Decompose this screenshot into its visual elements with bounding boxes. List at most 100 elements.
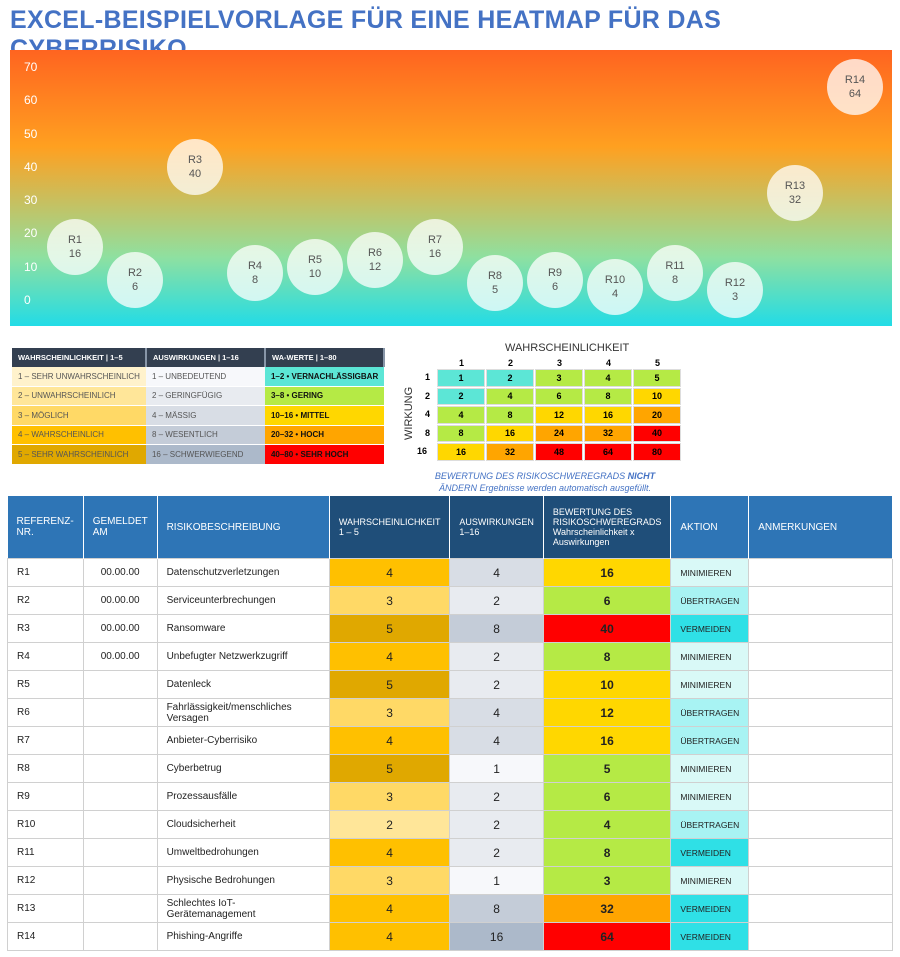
notes-cell[interactable] [748, 810, 893, 839]
action-cell: ÜBERTRAGEN [670, 726, 750, 755]
notes-cell[interactable] [748, 754, 893, 783]
notes-cell[interactable] [748, 670, 893, 699]
matrix-col-header: 4 [605, 358, 611, 368]
notes-cell[interactable] [748, 894, 893, 923]
bubble-r12[interactable]: R12 3 [707, 262, 763, 318]
score-cell: 4 [542, 810, 672, 839]
bubble-r4[interactable]: R4 8 [227, 245, 283, 302]
legend-row: 1 – SEHR UNWAHRSCHEINLICH 1 – UNBEDEUTEND… [12, 367, 385, 387]
table-row: R3 00.00.00 Ransomware 5 8 40 VERMEIDEN [7, 614, 893, 643]
reference-cell: R13 [7, 894, 84, 923]
notes-cell[interactable] [748, 558, 893, 587]
bubble-value: 32 [788, 194, 802, 207]
bubble-value: 8 [251, 274, 259, 287]
table-row: R12 Physische Bedrohungen 3 1 3 MINIMIEREN [7, 866, 893, 895]
notes-cell[interactable] [748, 698, 893, 727]
notes-cell[interactable] [748, 642, 893, 671]
y-tick-label: 10 [24, 259, 38, 274]
legend-row: 5 – SEHR WAHRSCHEINLICH 16 – SCHWERWIEGEN… [12, 444, 385, 465]
table-row: R6 Fahrlässigkeit/menschliches Versagen 3 4… [7, 698, 893, 727]
matrix-cell: 4 [437, 406, 485, 424]
date-cell: 00.00.00 [82, 558, 158, 587]
legend-header: WA-WERTE | 1–80 [264, 348, 386, 367]
date-cell [82, 698, 158, 727]
legend-header: WAHRSCHEINLICHKEIT | 1–5 [12, 348, 147, 367]
notes-cell[interactable] [748, 726, 893, 755]
legend-cell: 5 – SEHR WAHRSCHEINLICH [12, 444, 146, 465]
notes-cell[interactable] [748, 614, 893, 643]
legend-cell: 3–8 • GERING [264, 386, 385, 406]
impact-cell: 4 [449, 698, 544, 727]
description-cell: Fahrlässigkeit/menschliches Versagen [156, 698, 330, 727]
bubble-label: R5 [307, 253, 323, 266]
score-cell: 10 [542, 670, 672, 699]
matrix-cell: 5 [633, 369, 681, 387]
date-cell [82, 782, 158, 811]
bubble-r11[interactable]: R11 8 [647, 245, 703, 302]
matrix-row-header: 1 [425, 372, 431, 382]
description-cell: Datenleck [156, 670, 330, 699]
bubble-value: 16 [68, 247, 82, 260]
notes-cell[interactable] [748, 922, 893, 951]
likelihood-cell: 3 [328, 866, 451, 895]
bubble-label: R3 [187, 153, 203, 166]
bubble-label: R13 [784, 180, 806, 193]
legend-cell: 1–2 • VERNACHLÄSSIGBAR [264, 367, 385, 387]
table-header: AKTION [670, 496, 750, 559]
matrix-cell: 16 [486, 424, 534, 442]
bubble-r3[interactable]: R3 40 [167, 138, 223, 195]
reference-cell: R7 [7, 726, 84, 755]
notes-cell[interactable] [748, 586, 893, 615]
matrix-cell: 20 [633, 406, 681, 424]
matrix-col-header: 2 [507, 358, 513, 368]
score-cell: 8 [542, 642, 672, 671]
matrix-col-header: 5 [654, 358, 660, 368]
reference-cell: R3 [7, 614, 84, 643]
bubble-label: R2 [127, 267, 143, 280]
notes-cell[interactable] [748, 782, 893, 811]
legend-header: AUSWIRKUNGEN | 1–16 [145, 348, 266, 367]
bubble-r13[interactable]: R13 32 [767, 165, 823, 222]
date-cell: 00.00.00 [82, 642, 158, 671]
bubble-r8[interactable]: R8 5 [467, 255, 523, 312]
notes-cell[interactable] [748, 866, 893, 895]
notes-cell[interactable] [748, 838, 893, 867]
action-cell: MINIMIEREN [670, 754, 750, 783]
bubble-r7[interactable]: R7 16 [407, 218, 463, 275]
bubble-label: R10 [604, 273, 626, 286]
matrix-row-header: 8 [425, 427, 431, 438]
bubble-value: 40 [188, 167, 202, 180]
bubble-value: 64 [848, 87, 862, 100]
matrix-cell: 64 [584, 443, 632, 461]
table-row: R5 Datenleck 5 2 10 MINIMIEREN [7, 670, 893, 699]
date-cell [82, 866, 158, 895]
bubble-r10[interactable]: R10 4 [587, 258, 643, 315]
date-cell: 00.00.00 [82, 586, 158, 615]
bubble-value: 6 [551, 281, 559, 294]
matrix-row-header: 16 [417, 446, 428, 456]
impact-cell: 1 [449, 866, 544, 895]
matrix-cell: 2 [486, 369, 534, 387]
bubble-r9[interactable]: R9 6 [527, 252, 583, 309]
matrix-cell: 8 [437, 424, 485, 442]
bubble-r6[interactable]: R6 12 [347, 232, 403, 289]
description-cell: Phishing-Angriffe [156, 922, 330, 951]
bubble-r1[interactable]: R1 16 [47, 218, 103, 275]
likelihood-cell: 4 [328, 558, 451, 587]
action-cell: VERMEIDEN [670, 614, 750, 643]
description-cell: Schlechtes IoT-Gerätemanagement [156, 894, 330, 923]
bubble-r5[interactable]: R5 10 [287, 238, 343, 295]
date-cell [82, 670, 158, 699]
legend-row: 3 – MÖGLICH 4 – MÄSSIG 10–16 • MITTEL [12, 405, 385, 426]
y-tick-label: 0 [24, 293, 31, 307]
table-row: R11 Umweltbedrohungen 4 2 8 VERMEIDEN [7, 838, 893, 867]
matrix-cell: 6 [535, 387, 583, 405]
bubble-value: 12 [368, 261, 382, 274]
y-tick-label: 30 [24, 193, 38, 208]
y-tick-label: 70 [24, 59, 38, 74]
reference-cell: R11 [7, 838, 84, 867]
bubble-r2[interactable]: R2 6 [107, 252, 163, 309]
bubble-r14[interactable]: R14 64 [827, 58, 883, 115]
bubble-label: R9 [547, 267, 563, 280]
action-cell: ÜBERTRAGEN [670, 586, 750, 615]
